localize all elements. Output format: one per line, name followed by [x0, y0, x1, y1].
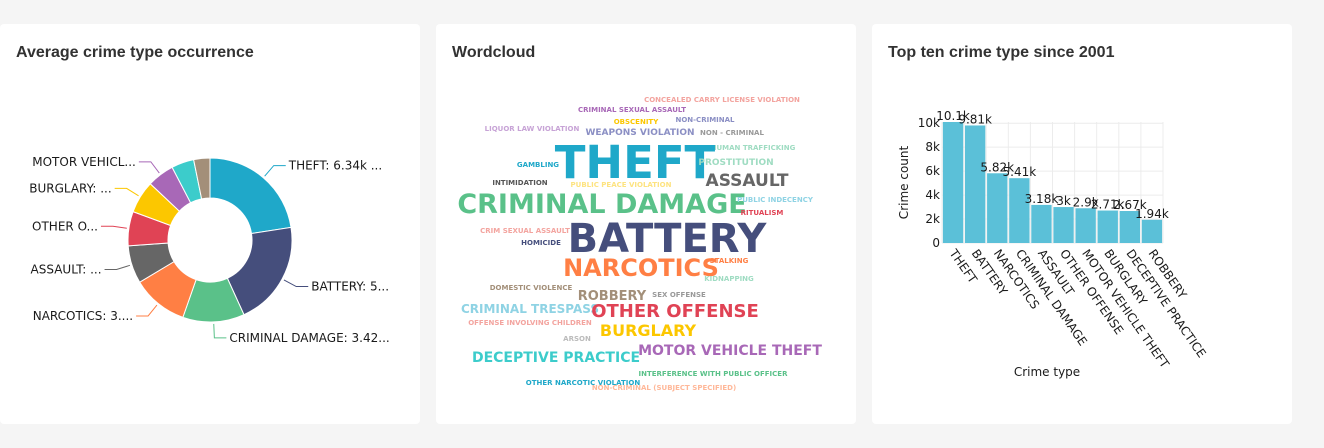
bar[interactable]: [1075, 208, 1096, 243]
wordcloud-word: INTIMIDATION: [492, 179, 547, 187]
wordcloud-word: RITUALISM: [741, 209, 784, 217]
wordcloud-card: Wordcloud CONCEALED CARRY LICENSE VIOLAT…: [436, 24, 856, 424]
wordcloud-title: Wordcloud: [452, 44, 536, 61]
wordcloud-word: ASSAULT: [706, 171, 789, 191]
wordcloud-word: MOTOR VEHICLE THEFT: [638, 343, 822, 359]
pie-label: THEFT: 6.34k ...: [288, 159, 382, 173]
bar[interactable]: [1141, 219, 1163, 243]
wordcloud-word: SEX OFFENSE: [652, 291, 706, 299]
bar-value-label: 9.81k: [958, 112, 992, 126]
pie-label-line: [114, 187, 139, 197]
wordcloud-word: BATTERY: [568, 216, 768, 262]
wordcloud-word: OFFENSE INVOLVING CHILDREN: [468, 319, 592, 327]
bar[interactable]: [1031, 204, 1052, 243]
bar-value-label: 3.18k: [1025, 192, 1059, 206]
bar-chart-title: Top ten crime type since 2001: [888, 44, 1115, 61]
wordcloud-word: NON - CRIMINAL: [700, 129, 764, 137]
wordcloud-word: GAMBLING: [517, 161, 559, 169]
wordcloud-word: CONCEALED CARRY LICENSE VIOLATION: [644, 96, 800, 104]
wordcloud-word: PROSTITUTION: [698, 158, 773, 168]
bar[interactable]: [1097, 210, 1118, 243]
bar[interactable]: [964, 125, 986, 243]
wordcloud-word: BURGLARY: [600, 321, 697, 340]
pie-slice[interactable]: [209, 157, 292, 235]
pie-chart-title: Average crime type occurrence: [16, 44, 254, 61]
bar-x-axis-label: Crime type: [1014, 365, 1080, 379]
wordcloud-word: CRIMINAL DAMAGE: [457, 189, 746, 220]
pie-label: ASSAULT: ...: [31, 263, 102, 277]
bar-y-tick-label: 2k: [925, 212, 940, 226]
bar-y-tick-label: 10k: [918, 116, 940, 130]
pie-chart-card: Average crime type occurrence THEFT: 6.3…: [0, 24, 420, 424]
wordcloud-word: HUMAN TRAFFICKING: [711, 144, 796, 152]
wordcloud-word: INTERFERENCE WITH PUBLIC OFFICER: [639, 370, 789, 378]
wordcloud: CONCEALED CARRY LICENSE VIOLATION CRIMINA…: [457, 96, 822, 392]
pie-label: BURGLARY: ...: [29, 181, 111, 195]
pie-label-line: [136, 304, 158, 317]
bar-value-label: 1.94k: [1135, 207, 1169, 221]
wordcloud-word: STALKING: [710, 257, 749, 265]
wordcloud-word: ROBBERY: [578, 289, 647, 304]
pie-label-line: [264, 165, 286, 177]
bar-value-label: 3k: [1056, 194, 1071, 208]
wordcloud-word: NON-CRIMINAL: [675, 116, 735, 124]
pie-slice[interactable]: [193, 157, 211, 200]
wordcloud-word: CRIM SEXUAL ASSAULT: [480, 227, 570, 235]
bar-value-label: 2.71k: [1091, 198, 1125, 212]
bar-chart: 02k4k6k8k10k10.1kTHEFT9.81kBATTERY5.82kN…: [897, 109, 1209, 379]
pie-label-line: [138, 161, 160, 174]
wordcloud-word: WEAPONS VIOLATION: [585, 128, 694, 138]
wordcloud-word: KIDNAPPING: [704, 275, 754, 283]
bar-value-label: 2.67k: [1113, 198, 1147, 212]
bar-y-tick-label: 0: [932, 236, 940, 250]
bar[interactable]: [987, 173, 1008, 243]
bar[interactable]: [942, 122, 964, 243]
bar[interactable]: [1053, 207, 1074, 243]
bar-chart-card: Top ten crime type since 2001 0 2k 4k 6k 8k 1…: [872, 24, 1292, 424]
wordcloud-word: THEFT: [555, 136, 716, 189]
pie-label: NARCOTICS: 3....: [33, 309, 133, 323]
pie-label: MOTOR VEHICL...: [32, 155, 136, 169]
wordcloud-word: NON-CRIMINAL (SUBJECT SPECIFIED): [592, 384, 736, 392]
bar-y-tick-label: 6k: [925, 164, 940, 178]
wordcloud-word: CRIMINAL SEXUAL ASSAULT: [578, 106, 686, 114]
pie-label: CRIMINAL DAMAGE: 3.42...: [229, 331, 389, 345]
bar[interactable]: [1119, 211, 1141, 243]
wordcloud-word: PUBLIC PEACE VIOLATION: [571, 181, 672, 189]
wordcloud-word: DECEPTIVE PRACTICE: [472, 350, 640, 366]
bar-value-label: 2.9k: [1073, 195, 1099, 209]
bar-value-label: 5.41k: [1003, 165, 1037, 179]
bar-y-tick-label: 4k: [925, 188, 940, 202]
wordcloud-word: OBSCENITY: [614, 118, 659, 126]
pie-label: BATTERY: 5...: [311, 280, 389, 294]
bar[interactable]: [1009, 178, 1030, 243]
pie-label-line: [104, 264, 131, 271]
pie-label: OTHER O...: [32, 219, 98, 233]
bar-y-tick-label: 8k: [925, 140, 940, 154]
pie-label-line: [213, 323, 227, 339]
wordcloud-word: NARCOTICS: [563, 254, 719, 282]
wordcloud-word: OTHER OFFENSE: [591, 301, 759, 322]
wordcloud-word: PUBLIC INDECENCY: [737, 196, 814, 204]
pie-chart: THEFT: 6.34k ... BATTERY: 5... CRIMINAL DA…: [29, 155, 389, 345]
bar-value-label: 5.82k: [980, 160, 1014, 174]
bar-value-label: 10.1k: [936, 109, 970, 123]
pie-label-line: [100, 225, 127, 229]
bar-y-axis-label: Crime count: [897, 146, 911, 220]
wordcloud-word: DOMESTIC VIOLENCE: [490, 284, 573, 292]
wordcloud-word: HOMICIDE: [521, 239, 561, 247]
wordcloud-word: OTHER NARCOTIC VIOLATION: [526, 379, 641, 387]
wordcloud-word: LIQUOR LAW VIOLATION: [485, 125, 580, 133]
wordcloud-word: CRIMINAL TRESPASS: [461, 302, 599, 316]
wordcloud-word: ARSON: [563, 335, 591, 343]
pie-label-line: [283, 279, 309, 288]
